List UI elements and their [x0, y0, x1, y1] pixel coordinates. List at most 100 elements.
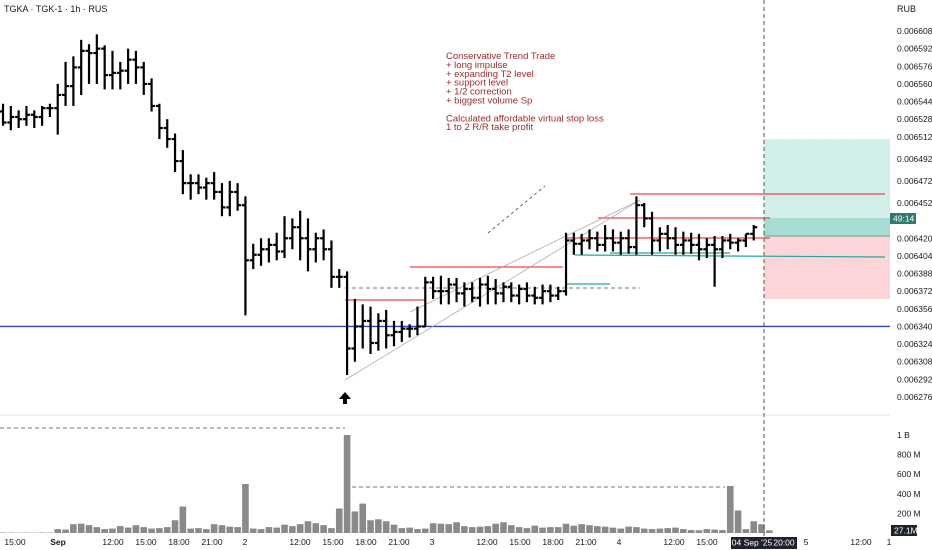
time-axis[interactable]: 15:00 Sep 12:00 15:00 18:00 21:00 2 12:00 15:00 1…	[4, 537, 892, 549]
price-tick-label: 0.006608	[897, 26, 932, 36]
ohlc-bar	[93, 34, 101, 84]
volume-bar	[594, 526, 601, 533]
strategy-annotation[interactable]: Conservative Trend Trade+ long impulse+ …	[446, 51, 604, 133]
ohlc-bar	[226, 180, 234, 217]
volume-bar	[289, 526, 296, 533]
ohlc-bar	[609, 229, 617, 252]
volume-tick-label: 200 M	[897, 508, 921, 518]
ohlc-bar	[453, 277, 461, 303]
volume-bar	[539, 527, 546, 533]
ohlc-bar	[640, 202, 648, 228]
ohlc-bar	[69, 56, 77, 106]
volume-bar	[320, 525, 327, 533]
ohlc-bar	[695, 233, 703, 261]
price-tick-label: 0.006420	[897, 233, 932, 243]
ohlc-bar	[554, 286, 562, 300]
annotation-line: Conservative Trend Trade	[446, 51, 555, 62]
volume-bar	[132, 525, 140, 533]
ohlc-bar	[664, 225, 672, 250]
volume-bar	[703, 529, 711, 533]
volume-bar	[719, 530, 726, 533]
volume-bar	[508, 525, 515, 533]
volume-bar	[343, 435, 351, 533]
ohlc-bar	[390, 320, 398, 347]
volume-bar	[547, 527, 554, 533]
volume-bar	[554, 527, 562, 533]
volume-bar	[766, 530, 773, 533]
time-tick-label: 12:00	[102, 537, 124, 547]
volume-bar	[680, 529, 687, 533]
ohlc-bar	[398, 320, 406, 342]
time-tick-label: Sep	[50, 537, 66, 547]
volume-bar	[406, 527, 413, 533]
ohlc-bar	[0, 103, 7, 126]
time-tick-label: 15:00	[4, 537, 26, 547]
volume-bar	[93, 527, 101, 533]
ohlc-bar	[406, 324, 414, 338]
ohlc-bar	[343, 271, 351, 375]
ohlc-bar	[116, 61, 124, 90]
ohlc-bar	[593, 231, 601, 252]
ohlc-bar	[171, 133, 179, 173]
projection-arrow	[487, 185, 546, 234]
ohlc-bar	[421, 276, 429, 328]
volume-bar	[70, 524, 77, 533]
volume-bar	[429, 523, 437, 533]
volume-bar	[359, 503, 367, 533]
time-tick-label: 12:00	[850, 537, 872, 547]
ohlc-bar	[124, 48, 132, 84]
volume-bar	[117, 526, 124, 533]
ohlc-bar	[539, 284, 547, 305]
ohlc-bar	[351, 298, 359, 362]
volume-bar	[304, 521, 312, 533]
ohlc-bar	[296, 210, 304, 261]
time-tick-label: 18:00	[355, 537, 377, 547]
ohlc-bar	[15, 110, 23, 129]
price-tick-label: 0.006576	[897, 61, 932, 71]
countdown-box	[890, 213, 916, 224]
volume-bar	[758, 524, 765, 533]
price-axis[interactable]: 0.006608 0.006592 0.006576 0.006560 0.006544…	[890, 26, 932, 402]
volume-bars	[0, 427, 773, 533]
price-tick-label: 0.006388	[897, 269, 932, 279]
volume-bar	[687, 530, 695, 533]
volume-bar	[742, 529, 750, 533]
annotation-line: + 1/2 correction	[446, 87, 512, 98]
volume-bar	[461, 526, 468, 533]
price-tick-label: 0.006472	[897, 176, 932, 186]
volume-bar	[101, 529, 108, 533]
volume-bar	[312, 523, 320, 533]
entry-band	[764, 218, 890, 237]
ohlc-bar	[218, 183, 226, 217]
ohlc-bar	[62, 61, 70, 106]
volume-bar	[476, 526, 484, 533]
crosshair-date-label: 04 Sep '25	[732, 538, 773, 548]
volume-bar	[335, 508, 343, 533]
volume-bar	[750, 521, 758, 533]
volume-bar	[281, 524, 288, 533]
volume-bar	[445, 524, 453, 533]
annotation-line: 1 to 2 R/R take profit	[446, 122, 533, 133]
volume-bar	[601, 526, 609, 533]
volume-bar	[328, 528, 335, 533]
horizontal-levels	[0, 185, 890, 381]
currency-label: RUB	[897, 4, 916, 14]
volume-bar	[695, 530, 703, 533]
ohlc-bar	[163, 119, 171, 148]
volume-bar	[500, 522, 507, 533]
volume-bar	[515, 527, 523, 533]
volume-bar	[578, 524, 585, 533]
symbol-title[interactable]: TGKA · TGK-1 · 1h · RUS	[4, 4, 107, 14]
volume-bar	[617, 528, 625, 533]
volume-bar	[648, 529, 656, 533]
volume-axis: 1 B 800 M 600 M 400 M 200 M 27.1M	[891, 430, 921, 536]
volume-bar	[711, 529, 718, 533]
ohlc-bar	[687, 232, 695, 254]
ohlc-bar	[742, 232, 750, 248]
volume-bar	[398, 528, 406, 533]
volume-bar	[187, 528, 194, 533]
volume-bar	[226, 526, 234, 533]
volume-bar	[656, 528, 664, 533]
position-zones	[0, 139, 890, 416]
